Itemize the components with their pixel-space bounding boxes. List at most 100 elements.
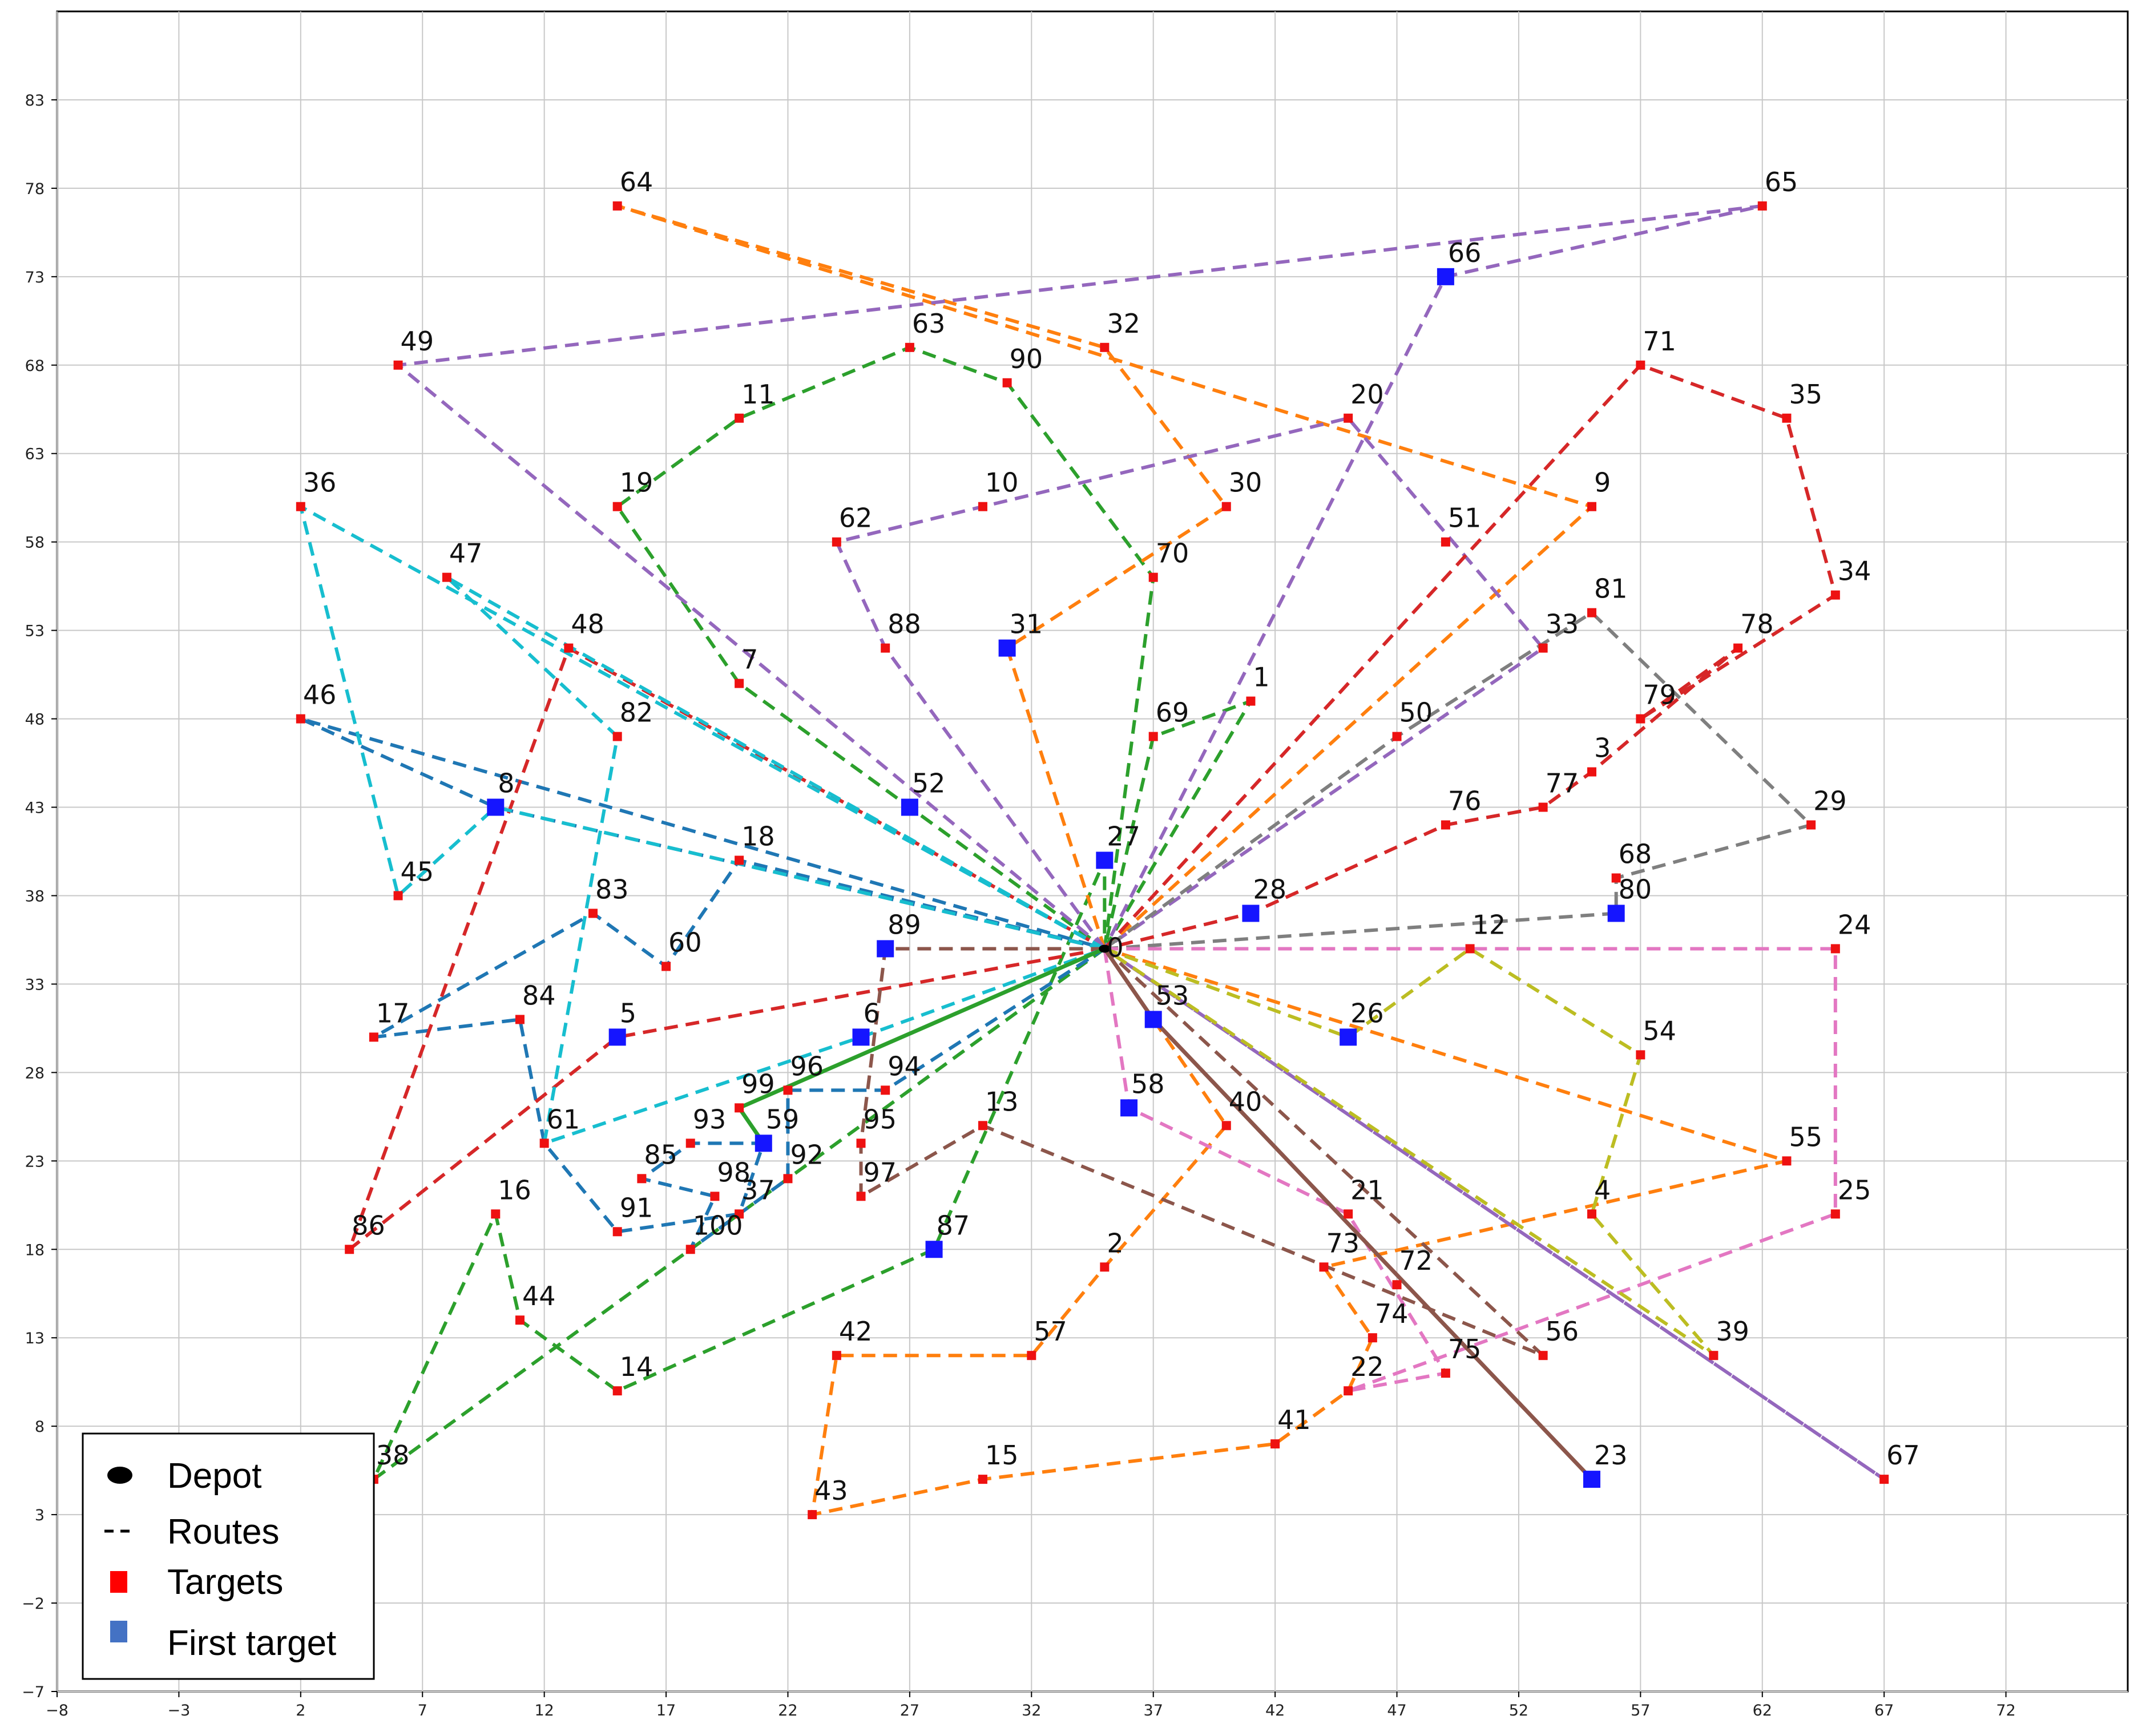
target-marker [685, 1139, 695, 1148]
target-label: 47 [449, 538, 483, 569]
route-line [1103, 947, 1837, 1393]
target-label: 18 [741, 821, 775, 851]
target-marker [1587, 502, 1596, 511]
target-label: 70 [1156, 538, 1189, 569]
target-marker [978, 1121, 987, 1131]
target-marker [1830, 590, 1840, 600]
first-target-marker [487, 798, 505, 816]
target-marker [1392, 732, 1402, 741]
target-label: 99 [741, 1068, 775, 1099]
target-label: 40 [1229, 1086, 1262, 1117]
x-tick-label: 62 [1753, 1702, 1772, 1719]
target-marker [1441, 820, 1450, 830]
route-line [445, 575, 1106, 1145]
target-marker [612, 201, 622, 211]
target-label: 21 [1350, 1174, 1384, 1205]
target-marker [1879, 1475, 1889, 1484]
target-marker [1806, 820, 1816, 830]
depot-label: 0 [1107, 932, 1123, 963]
first-target-marker [1096, 851, 1114, 869]
target-label: 1 [1253, 662, 1269, 693]
target-marker [1221, 502, 1231, 511]
target-label: 74 [1375, 1298, 1409, 1329]
target-label: 55 [1789, 1121, 1822, 1152]
y-tick-label: 28 [25, 1064, 45, 1082]
target-marker [1830, 1209, 1840, 1219]
target-label: 48 [571, 609, 604, 640]
target-label: 32 [1107, 308, 1140, 339]
route-line [615, 345, 1155, 950]
legend-first-target-label: First target [167, 1624, 336, 1663]
target-marker [685, 1245, 695, 1254]
x-tick-label: 22 [778, 1702, 797, 1719]
target-marker [612, 732, 622, 741]
target-marker [856, 1139, 866, 1148]
target-label: 45 [401, 856, 434, 887]
target-label: 53 [1156, 980, 1189, 1011]
target-marker [881, 1085, 890, 1095]
first-target-marker [877, 940, 894, 958]
target-marker [881, 643, 890, 653]
target-label: 12 [1473, 909, 1506, 940]
first-target-marker [608, 1028, 626, 1046]
target-label: 68 [1619, 838, 1652, 869]
target-label: 16 [498, 1174, 531, 1205]
first-target-marker [998, 639, 1016, 657]
target-label: 97 [864, 1157, 897, 1188]
x-tick-label: 32 [1022, 1702, 1041, 1719]
targets [296, 201, 1889, 1520]
target-marker [735, 1103, 744, 1113]
first-target-marker [755, 1135, 772, 1152]
y-tick-label: 33 [25, 976, 45, 994]
target-label: 42 [839, 1316, 873, 1347]
y-tick-label: 48 [25, 711, 45, 729]
x-tick-label: 52 [1509, 1702, 1528, 1719]
target-marker [661, 962, 671, 971]
target-marker [1002, 378, 1012, 387]
target-label: 84 [522, 980, 556, 1011]
y-tick-label: 18 [25, 1241, 45, 1259]
first-target-marker [1242, 905, 1260, 922]
y-tick-label: 43 [25, 800, 45, 817]
target-label: 73 [1326, 1228, 1360, 1258]
target-label: 35 [1789, 379, 1822, 410]
target-label: 17 [376, 998, 410, 1028]
target-label: 38 [376, 1440, 410, 1471]
y-tick-label: 68 [25, 357, 45, 375]
target-label: 92 [790, 1139, 824, 1170]
target-marker [345, 1245, 354, 1254]
target-label: 59 [766, 1104, 800, 1135]
first-target-marker [1144, 1011, 1162, 1028]
target-label: 85 [644, 1139, 677, 1170]
target-marker [856, 1192, 866, 1201]
target-label: 27 [1107, 821, 1140, 851]
target-label: 66 [1448, 237, 1482, 268]
target-label: 95 [864, 1104, 897, 1135]
y-tick-label: 3 [35, 1507, 45, 1524]
target-label: 10 [985, 467, 1019, 498]
legend-depot-label: Depot [167, 1456, 261, 1496]
target-label: 9 [1594, 467, 1611, 498]
target-label: 60 [668, 927, 702, 958]
target-label: 2 [1107, 1228, 1123, 1258]
first-target-marker [1583, 1471, 1600, 1488]
target-marker [1246, 696, 1256, 706]
route-line [298, 504, 1106, 951]
target-marker [1392, 1280, 1402, 1290]
y-tick-label: −7 [22, 1683, 45, 1701]
target-label: 28 [1253, 874, 1286, 905]
target-marker [369, 1032, 378, 1042]
x-tick-label: 37 [1144, 1702, 1163, 1719]
target-marker [905, 342, 914, 352]
target-label: 52 [912, 768, 946, 799]
target-label: 5 [620, 998, 636, 1028]
target-label: 49 [401, 326, 434, 357]
target-label: 82 [620, 697, 654, 728]
target-marker [442, 572, 451, 582]
target-label: 89 [888, 909, 921, 940]
legend: Depot Routes Targets First target [82, 1432, 375, 1680]
target-label: 23 [1594, 1440, 1628, 1471]
target-marker [564, 643, 574, 653]
